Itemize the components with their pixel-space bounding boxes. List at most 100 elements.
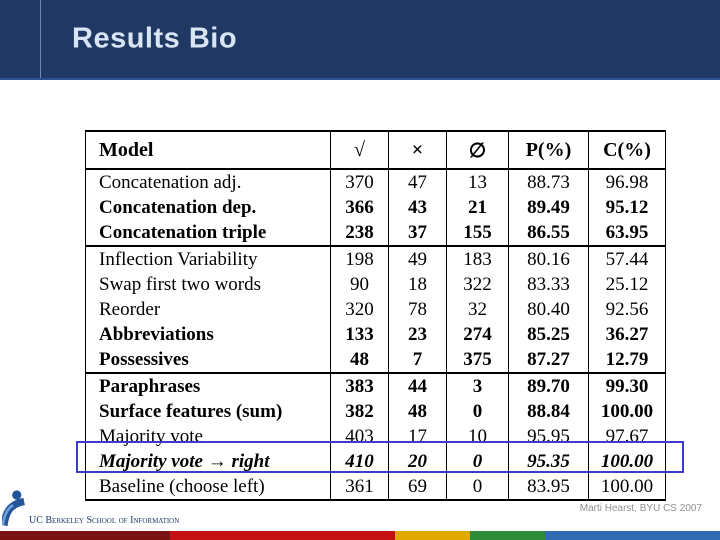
table-cell: 69: [388, 474, 447, 501]
table-cell: 23: [388, 322, 447, 347]
table-cell: 89.49: [508, 195, 589, 220]
stripe-segment: [170, 531, 395, 540]
table-cell: 89.70: [508, 373, 589, 399]
table-cell: 198: [330, 246, 389, 272]
table-cell: Surface features (sum): [85, 399, 331, 424]
table-cell: 44: [388, 373, 447, 399]
table-cell: 25.12: [588, 272, 666, 297]
table-cell: 0: [446, 399, 509, 424]
table-cell: 87.27: [508, 347, 589, 374]
table-cell: Possessives: [85, 347, 331, 374]
table-cell: Swap first two words: [85, 272, 331, 297]
slide-header: Results Bio: [0, 0, 720, 80]
table-cell: Concatenation dep.: [85, 195, 331, 220]
logo-text: UC Berkeley School of Information: [29, 515, 180, 526]
table-cell: Baseline (choose left): [85, 474, 331, 501]
table-cell: Reorder: [85, 297, 331, 322]
stripe-segment: [395, 531, 470, 540]
table-cell: 274: [446, 322, 509, 347]
table-cell: 3: [446, 373, 509, 399]
table-cell: 0: [446, 474, 509, 501]
table-row: Surface features (sum) 382 48 0 88.84 100.00: [85, 399, 666, 424]
table-cell: 10: [446, 424, 509, 449]
table-cell: 80.16: [508, 246, 589, 272]
table-cell: 32: [446, 297, 509, 322]
table-cell: 88.84: [508, 399, 589, 424]
table-cell: 100.00: [588, 399, 666, 424]
table-cell: 100.00: [588, 449, 666, 474]
table-cell: Majority vote → right: [85, 449, 331, 474]
table-cell: 7: [388, 347, 447, 374]
table-cell: 49: [388, 246, 447, 272]
table-cell: 85.25: [508, 322, 589, 347]
table-cell: 95.12: [588, 195, 666, 220]
column-header: ∅: [446, 130, 509, 170]
table-cell: 366: [330, 195, 389, 220]
table-row: Swap first two words 90 18 322 83.33 25.12: [85, 272, 666, 297]
column-header: ×: [388, 130, 447, 170]
column-header: C(%): [588, 130, 666, 170]
table-cell: 92.56: [588, 297, 666, 322]
table-row: Paraphrases 383 44 3 89.70 99.30: [85, 373, 666, 399]
table-row: Inflection Variability 198 49 183 80.16 57.44: [85, 246, 666, 272]
results-table: Model √ × ∅ P(%) C(%) Concatenation adj. 370 47 1…: [85, 130, 666, 501]
table-cell: 13: [446, 169, 509, 195]
table-cell: 47: [388, 169, 447, 195]
table-cell: 88.73: [508, 169, 589, 195]
table-cell: 78: [388, 297, 447, 322]
table-cell: 90: [330, 272, 389, 297]
table-cell: Concatenation adj.: [85, 169, 331, 195]
table-cell: 100.00: [588, 474, 666, 501]
table-cell: 17: [388, 424, 447, 449]
table-cell: 99.30: [588, 373, 666, 399]
table-cell: Inflection Variability: [85, 246, 331, 272]
table-cell: 183: [446, 246, 509, 272]
table-cell: 95.95: [508, 424, 589, 449]
table-cell: 37: [388, 220, 447, 247]
stripe-segment: [0, 531, 170, 540]
logo-figure-icon: [0, 488, 26, 531]
table-row: Concatenation dep. 366 43 21 89.49 95.12: [85, 195, 666, 220]
table-cell: 12.79: [588, 347, 666, 374]
table-row: Concatenation triple 238 37 155 86.55 63.95: [85, 220, 666, 247]
table-cell: 382: [330, 399, 389, 424]
table-cell: Concatenation triple: [85, 220, 331, 247]
table-cell: 370: [330, 169, 389, 195]
table-row: Possessives 48 7 375 87.27 12.79: [85, 347, 666, 374]
table-cell: 0: [446, 449, 509, 474]
table-cell: 20: [388, 449, 447, 474]
slide-title: Results Bio: [72, 22, 238, 55]
table-cell: 403: [330, 424, 389, 449]
column-header: P(%): [508, 130, 589, 170]
table-cell: 63.95: [588, 220, 666, 247]
table-row: Concatenation adj. 370 47 13 88.73 96.98: [85, 169, 666, 195]
table-cell: 361: [330, 474, 389, 501]
table-cell: Paraphrases: [85, 373, 331, 399]
table-cell: Abbreviations: [85, 322, 331, 347]
table-row: Abbreviations 133 23 274 85.25 36.27: [85, 322, 666, 347]
table-cell: 36.27: [588, 322, 666, 347]
table-cell: 21: [446, 195, 509, 220]
table-cell: 375: [446, 347, 509, 374]
table-cell: 238: [330, 220, 389, 247]
table-cell: 48: [330, 347, 389, 374]
table-cell: 96.98: [588, 169, 666, 195]
ischool-logo: UC Berkeley School of Information: [0, 488, 180, 531]
table-row: Majority vote → right 410 20 0 95.35 100.00: [85, 449, 666, 474]
table-row: Majority vote 403 17 10 95.95 97.67: [85, 424, 666, 449]
table-cell: 86.55: [508, 220, 589, 247]
table-cell: 410: [330, 449, 389, 474]
stripe-segment: [545, 531, 720, 540]
table-cell: 18: [388, 272, 447, 297]
table-cell: 83.95: [508, 474, 589, 501]
table-cell: 133: [330, 322, 389, 347]
table-cell: 95.35: [508, 449, 589, 474]
table-cell: 48: [388, 399, 447, 424]
table-row: Reorder 320 78 32 80.40 92.56: [85, 297, 666, 322]
stripe-segment: [470, 531, 545, 540]
header-row: Model √ × ∅ P(%) C(%): [85, 130, 666, 170]
bottom-stripe: [0, 531, 720, 540]
attribution-text: Marti Hearst, BYU CS 2007: [579, 503, 702, 514]
table-cell: 155: [446, 220, 509, 247]
